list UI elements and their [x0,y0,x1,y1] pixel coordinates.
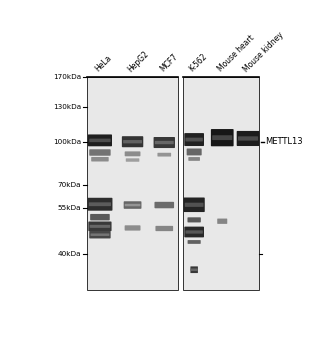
FancyBboxPatch shape [89,149,111,156]
Text: HepG2: HepG2 [126,49,151,74]
Text: 70kDa: 70kDa [58,182,81,188]
FancyBboxPatch shape [155,226,173,231]
FancyBboxPatch shape [187,148,202,155]
FancyBboxPatch shape [88,198,112,211]
FancyBboxPatch shape [90,214,110,220]
FancyBboxPatch shape [89,231,111,238]
FancyBboxPatch shape [191,266,198,273]
Text: 55kDa: 55kDa [58,205,81,211]
FancyBboxPatch shape [154,137,175,148]
FancyBboxPatch shape [126,158,139,162]
Bar [87,77,178,290]
FancyBboxPatch shape [217,218,227,224]
FancyBboxPatch shape [184,197,205,212]
FancyBboxPatch shape [184,226,204,237]
Text: 40kDa: 40kDa [58,251,81,257]
FancyBboxPatch shape [191,268,198,271]
FancyBboxPatch shape [157,153,171,156]
Text: METTL13: METTL13 [265,137,303,146]
FancyBboxPatch shape [91,157,109,161]
FancyBboxPatch shape [90,233,109,236]
Text: Mouse heart: Mouse heart [216,34,256,74]
FancyBboxPatch shape [184,133,204,146]
FancyBboxPatch shape [89,202,111,206]
FancyBboxPatch shape [185,203,204,207]
FancyBboxPatch shape [238,136,258,141]
Text: 130kDa: 130kDa [53,104,81,110]
FancyBboxPatch shape [212,135,232,140]
FancyBboxPatch shape [123,140,142,143]
FancyBboxPatch shape [188,240,201,244]
Text: 100kDa: 100kDa [53,139,81,145]
FancyBboxPatch shape [124,201,142,209]
FancyBboxPatch shape [125,152,140,156]
Bar [183,77,259,290]
FancyBboxPatch shape [88,222,112,231]
FancyBboxPatch shape [88,134,112,146]
FancyBboxPatch shape [185,230,203,234]
Text: 170kDa: 170kDa [53,74,81,80]
FancyBboxPatch shape [187,217,201,222]
Text: Mouse kidney: Mouse kidney [242,30,285,74]
FancyBboxPatch shape [155,202,174,208]
FancyBboxPatch shape [125,225,141,231]
FancyBboxPatch shape [185,138,203,141]
FancyBboxPatch shape [211,129,234,146]
FancyBboxPatch shape [89,139,111,142]
FancyBboxPatch shape [155,141,174,144]
Text: K-562: K-562 [188,52,210,74]
FancyBboxPatch shape [237,131,259,146]
FancyBboxPatch shape [125,204,140,206]
FancyBboxPatch shape [90,225,110,228]
FancyBboxPatch shape [122,136,143,147]
FancyBboxPatch shape [188,157,200,161]
Text: MCF7: MCF7 [158,52,179,74]
Text: HeLa: HeLa [94,54,114,74]
